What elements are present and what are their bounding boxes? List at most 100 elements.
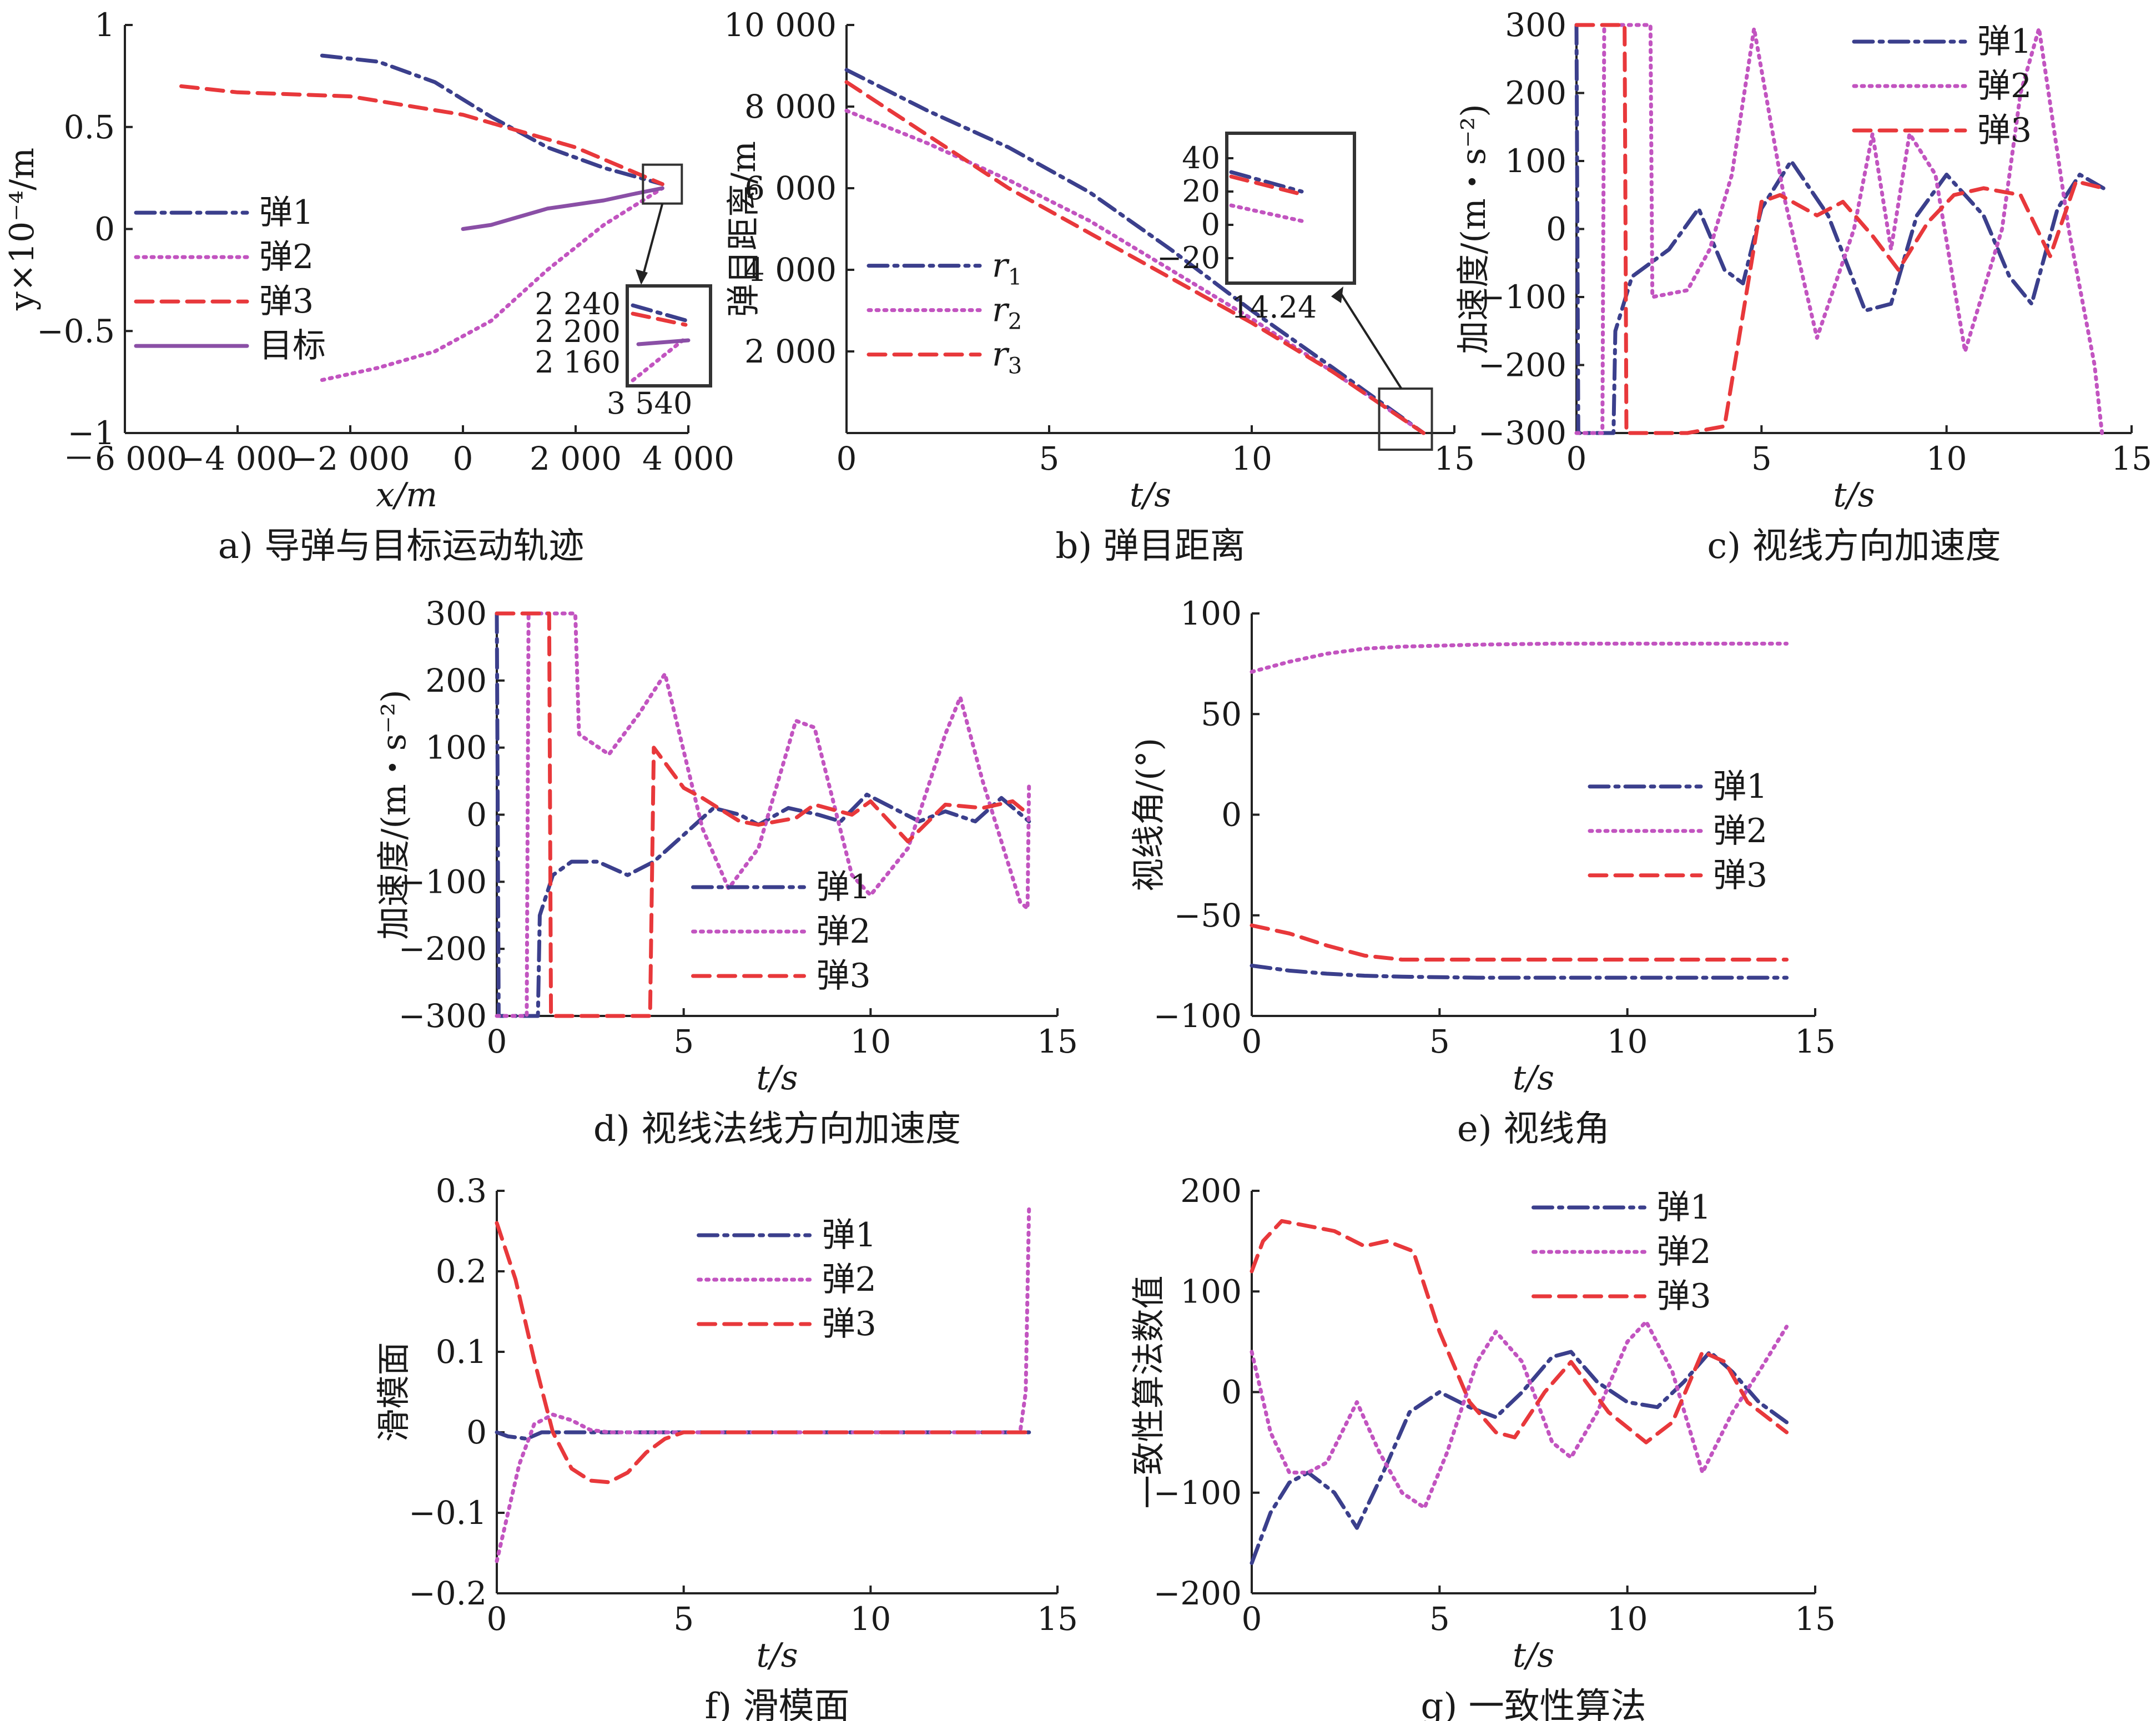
y-tick-label: −100 [399,863,487,900]
series-line-s2 [1250,641,1789,674]
chart-c: 0 5 10 15 300 200 100 0 −100 −200 −300 t/s 加速度/(m・s⁻… [1454,6,2152,567]
chart-caption: b) 弹目距离 [1055,526,1245,567]
inset-line-s3 [631,311,688,327]
chart-g: 0 5 10 15 200 100 0 −100 −200 t/s 一致性算法数值 弹1 弹2 弹3 g) … [1130,1172,1836,1721]
legend-label-s3: 弹3 [1977,111,2032,150]
y-tick-label: −100 [1478,278,1566,316]
chart-a: －6 000−4 000−2 000 0 2 000 4 000 1 0.5 0 −0.5 −1… [3,6,734,567]
zoom-arrow [640,203,664,283]
x-axis-label: t/s [1833,476,1875,515]
x-tick-label: 5 [673,1023,694,1060]
x-tick-label: 0 [1242,1600,1262,1638]
series-line-s3 [495,611,1031,1018]
x-tick-label: 0 [837,440,857,477]
y-tick-label: 0.3 [436,1172,487,1210]
x-tick-label: 0 [1242,1023,1262,1060]
inset-y-tick-label: 2 240 [535,286,621,321]
inset-y-tick-label: −20 [1157,240,1220,275]
y-tick-label: −200 [1478,346,1566,384]
x-axis-label: t/s [1513,1059,1554,1098]
y-tick-label: −100 [1153,1474,1242,1512]
legend-label-s3: 弹3 [1657,1277,1711,1316]
legend-label-s2: r2 [992,291,1022,335]
y-tick-label: −100 [1153,997,1242,1035]
chart-b: 0 5 10 15 10 000 8 000 6 000 4 000 2 000 t/s 弹目距离/… [724,6,1475,567]
y-tick-label: 0.2 [436,1252,487,1290]
inset-x-tick-label: 14.24 [1231,290,1317,325]
series-line-s1 [495,611,1031,1018]
legend-label-s3: 弹3 [1713,856,1767,895]
inset-line-s1 [1229,170,1304,194]
x-tick-label: 15 [1037,1600,1078,1638]
chart-caption: g) 一致性算法 [1420,1686,1646,1721]
series-line-s2 [320,186,664,382]
legend-label-s1: r1 [992,246,1022,290]
legend-label-s2: 弹2 [817,912,871,951]
zoom-region-box [1378,388,1433,451]
series-line-s2 [1574,23,2104,435]
y-tick-label: −1 [68,414,115,452]
x-tick-label: 10 [850,1023,891,1060]
y-tick-label: 100 [425,729,487,767]
series-line-s1 [1250,963,1789,980]
series-line-s3 [1250,923,1789,962]
y-tick-label: 0 [1546,210,1566,248]
legend-label-s1: 弹1 [817,868,871,907]
y-axis-label: 一致性算法数值 [1130,1276,1168,1509]
inset-x-tick-label: 3 540 [607,386,693,421]
x-tick-label: 0 [1566,440,1587,477]
y-tick-label: 0 [1221,1373,1242,1411]
y-tick-label: 200 [1180,1172,1242,1210]
y-tick-label: 200 [425,662,487,700]
inset-y-tick-label: 40 [1182,140,1220,175]
y-tick-label: −300 [399,997,487,1035]
chart-caption: f) 滑模面 [705,1686,850,1721]
y-tick-label: 0 [466,1413,487,1451]
x-tick-label: 5 [1429,1023,1450,1060]
y-axis-label: y×10⁻⁴/m [3,148,42,311]
series-line-s3 [179,84,664,187]
chart-caption: a) 导弹与目标运动轨迹 [218,526,584,567]
x-tick-label: 15 [1434,440,1475,477]
series-line-s1 [1574,23,2105,435]
series-line-s1 [320,53,664,187]
y-tick-label: 100 [1505,142,1566,180]
x-tick-label: 15 [2111,440,2152,477]
y-tick-label: −0.5 [37,312,115,350]
y-tick-label: 0 [466,796,487,834]
y-tick-label: 0.1 [436,1333,487,1371]
x-tick-label: 0 [453,440,473,477]
legend-label-s2: 弹2 [1977,67,2032,105]
y-axis-label: 视线角/(°) [1130,738,1168,892]
legend-label-s1: 弹1 [1977,22,2032,61]
chart-caption: c) 视线方向加速度 [1707,526,2001,567]
series-line-s2 [495,1205,1031,1563]
x-tick-label: 0 [487,1023,507,1060]
chart-caption: d) 视线法线方向加速度 [593,1109,961,1150]
inset-box [626,284,712,388]
y-tick-label: 50 [1201,695,1242,733]
y-tick-label: 200 [1505,74,1566,112]
x-tick-label: 10 [1607,1023,1648,1060]
x-axis-label: t/s [756,1059,798,1098]
x-tick-label: 5 [1751,440,1772,477]
series-line-s1 [844,68,1425,435]
legend-label-s1: 弹1 [259,193,314,232]
x-tick-label: 10 [1607,1600,1648,1638]
inset-line-s1 [631,303,688,323]
y-axis-label: 加速度/(m・s⁻²) [1454,104,1493,354]
x-tick-label: 15 [1795,1600,1836,1638]
legend-label-s1: 弹1 [822,1216,876,1255]
y-tick-label: 6 000 [744,169,837,207]
chart-d: 0 5 10 15 300 200 100 0 −100 −200 −300 t/s 加速度/(m・s⁻… [375,595,1078,1150]
y-tick-label: 0 [1221,796,1242,834]
y-tick-label: −0.1 [409,1494,487,1532]
series-line-s2 [1250,1320,1789,1510]
y-tick-label: 300 [425,595,487,632]
x-axis-label: t/s [756,1636,798,1675]
y-tick-label: 300 [1505,6,1566,44]
x-tick-label: −4 000 [178,440,298,477]
y-tick-label: 0.5 [64,108,115,146]
x-tick-label: 15 [1795,1023,1836,1060]
